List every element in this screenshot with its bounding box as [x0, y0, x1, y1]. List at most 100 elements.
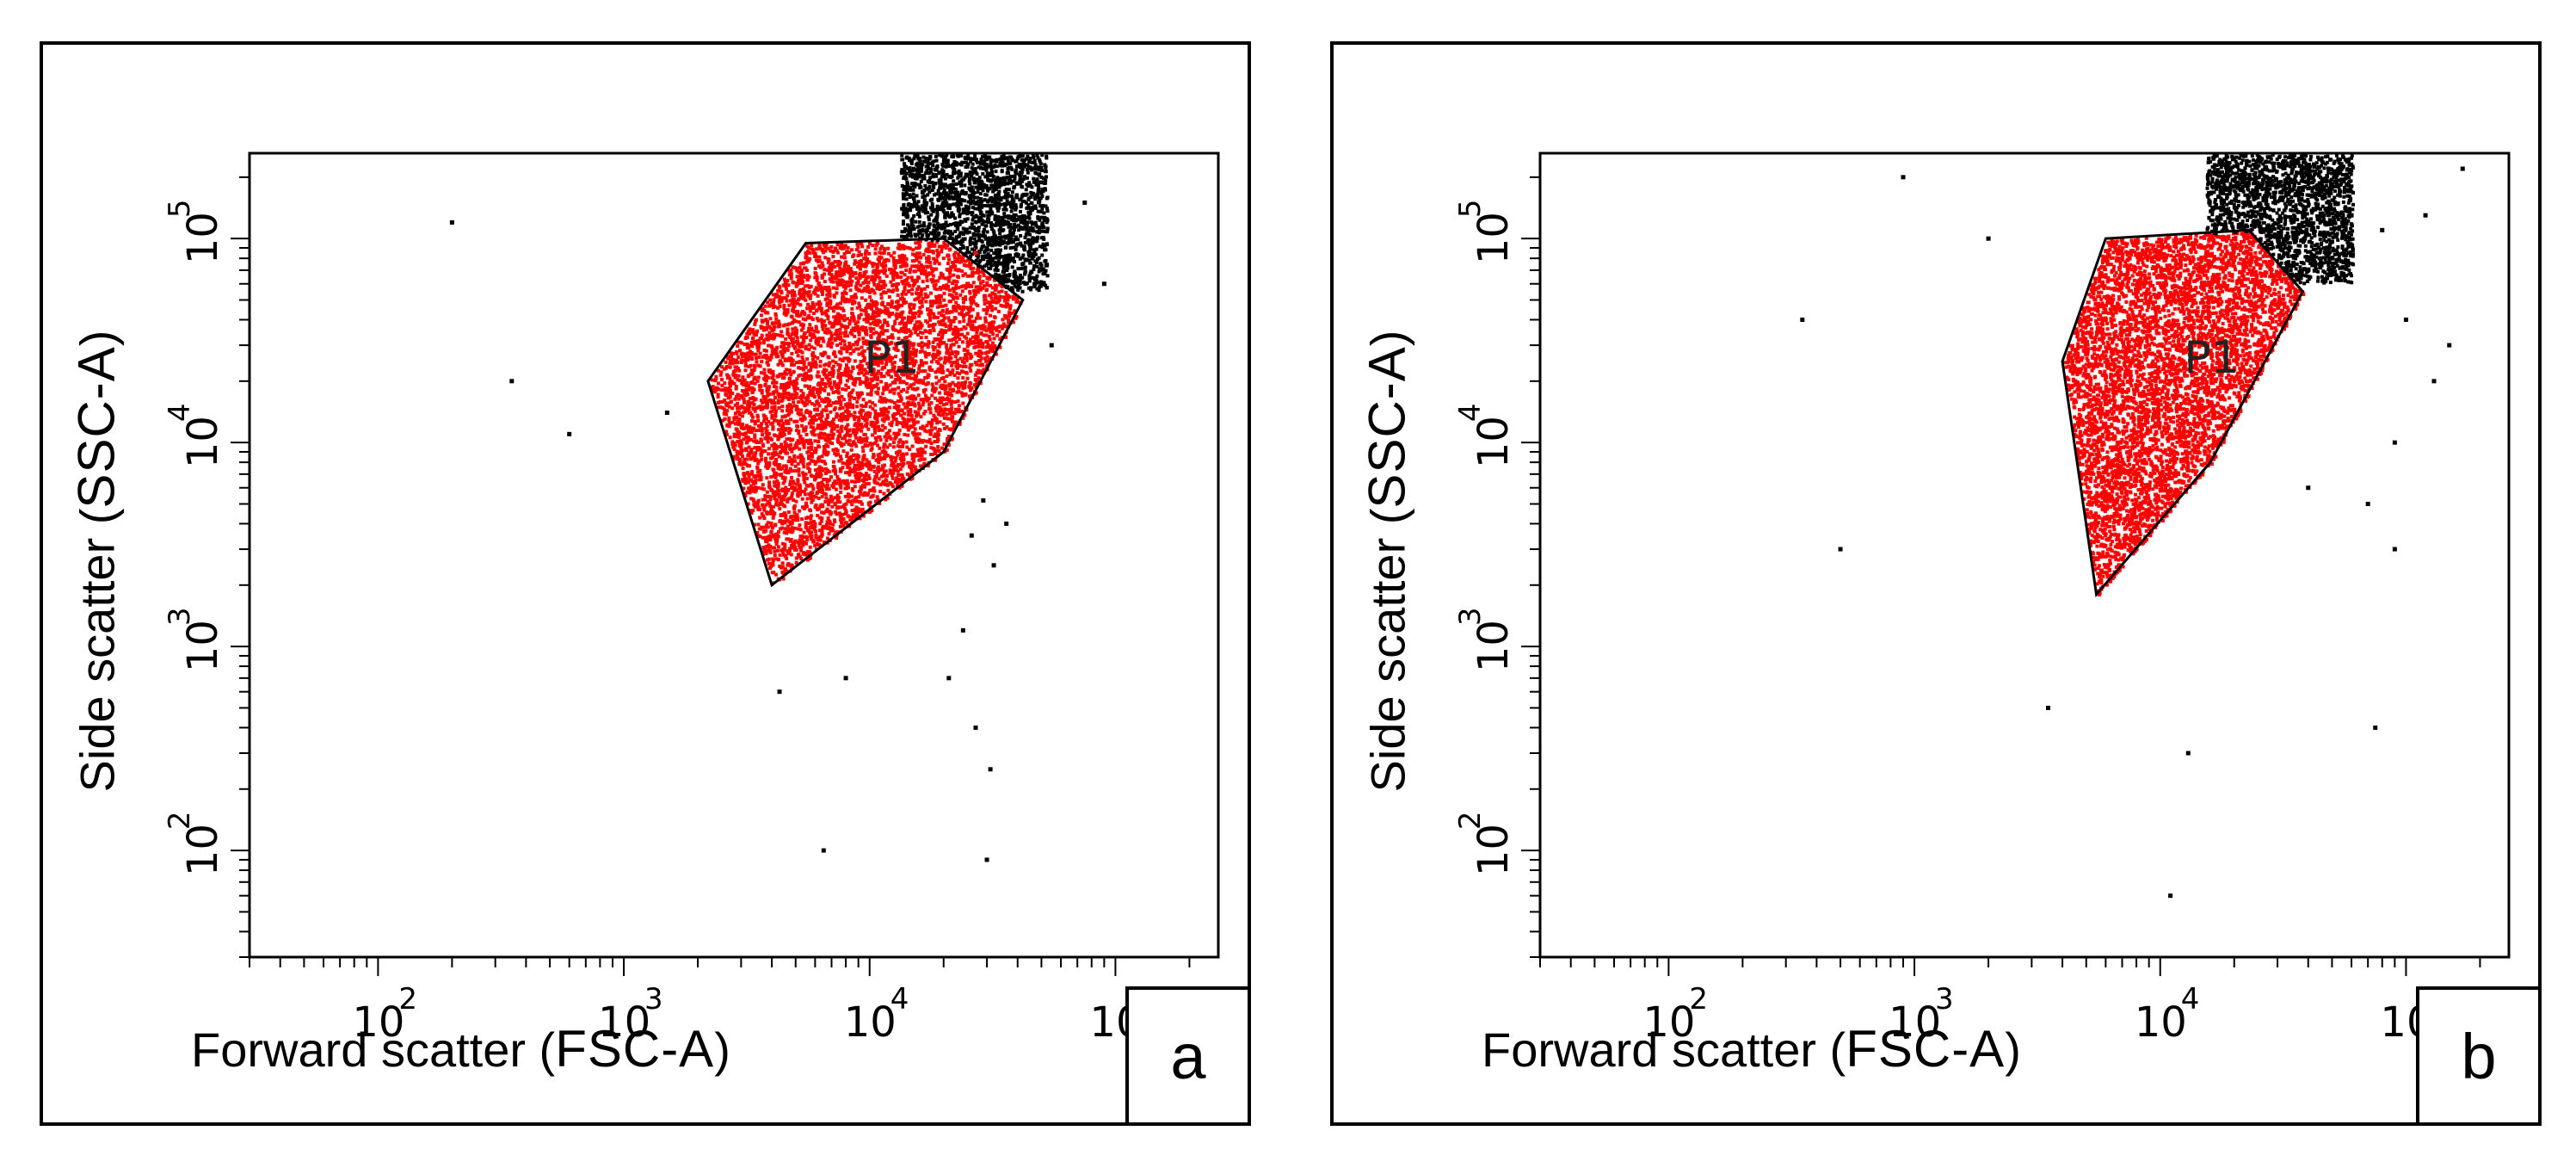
gated-event	[779, 445, 783, 449]
gated-event	[776, 486, 780, 491]
gated-event	[884, 291, 888, 295]
gated-event	[816, 426, 820, 430]
gated-event	[767, 482, 772, 486]
gated-event	[826, 450, 830, 454]
gated-event	[815, 399, 819, 404]
gated-event	[854, 433, 858, 437]
gated-event	[972, 271, 977, 275]
gated-event	[736, 344, 740, 349]
gated-event	[844, 387, 848, 392]
gated-event	[931, 325, 935, 330]
gated-event	[830, 504, 835, 509]
gated-event	[824, 397, 829, 401]
gated-event	[829, 475, 834, 479]
gated-event	[883, 269, 887, 273]
gated-event	[839, 373, 843, 377]
gated-event	[876, 392, 880, 396]
gated-event	[740, 341, 744, 345]
gated-event	[755, 448, 760, 452]
gated-event	[943, 243, 947, 247]
gated-event	[925, 275, 929, 279]
gated-event	[781, 422, 786, 426]
gated-event	[831, 255, 835, 259]
gated-event	[961, 364, 965, 368]
gated-event	[795, 381, 799, 386]
gated-event	[914, 311, 918, 315]
gated-event	[783, 415, 787, 419]
gated-event	[815, 302, 819, 306]
gated-event	[792, 510, 797, 515]
gated-event	[745, 472, 749, 476]
gated-event	[743, 494, 748, 498]
gated-event	[787, 436, 792, 441]
gated-event	[970, 301, 974, 306]
gated-event	[897, 440, 901, 444]
gated-event	[834, 481, 838, 485]
gated-event	[878, 446, 882, 450]
gated-event	[984, 364, 989, 368]
gated-event	[940, 386, 945, 391]
gated-event	[934, 267, 939, 271]
gated-event	[867, 251, 872, 256]
gated-event	[936, 343, 940, 347]
gated-event	[710, 378, 714, 382]
gated-event	[773, 553, 777, 558]
gated-event	[788, 467, 792, 471]
gated-event	[963, 297, 967, 301]
gated-event	[826, 436, 830, 441]
gated-event	[854, 340, 858, 344]
gated-event	[791, 545, 795, 549]
gated-event	[884, 257, 889, 262]
gated-event	[810, 244, 814, 248]
gated-event	[761, 325, 766, 330]
gated-event	[953, 264, 958, 269]
gated-event	[946, 408, 951, 412]
gated-event	[863, 491, 867, 495]
gated-event	[940, 341, 945, 345]
gated-event	[807, 421, 811, 425]
gated-event	[811, 248, 816, 252]
gated-event	[965, 376, 970, 380]
gated-event	[854, 415, 858, 419]
gated-event	[780, 291, 784, 295]
plot-frame	[248, 151, 1220, 959]
gated-event	[993, 287, 997, 292]
gated-event	[913, 253, 917, 257]
gated-event	[854, 514, 859, 518]
gated-event	[718, 373, 723, 377]
gated-event	[964, 358, 969, 362]
gated-event	[910, 278, 915, 282]
gated-event	[794, 488, 798, 492]
gated-event	[898, 444, 903, 448]
gated-event	[932, 256, 936, 261]
gated-event	[872, 320, 876, 324]
gated-event	[755, 467, 760, 471]
gated-event	[773, 463, 778, 467]
gated-event	[937, 262, 941, 266]
gated-event	[915, 320, 919, 324]
gated-event	[941, 284, 946, 288]
gated-event	[937, 320, 941, 324]
gated-event	[979, 326, 983, 331]
gated-event	[736, 355, 741, 360]
gated-event	[977, 344, 982, 349]
gated-event	[798, 492, 803, 497]
gated-event	[778, 286, 782, 290]
gated-event	[868, 355, 872, 360]
gated-event	[870, 379, 874, 383]
gated-event	[743, 481, 748, 485]
gated-event	[804, 298, 808, 302]
gated-event	[766, 393, 770, 398]
gated-event	[929, 360, 934, 364]
gated-event	[810, 328, 814, 332]
gated-event	[952, 289, 956, 294]
gated-event	[878, 490, 883, 494]
gated-event	[780, 442, 784, 447]
gated-event	[855, 400, 860, 405]
gated-event	[850, 316, 854, 320]
gated-event	[932, 356, 936, 361]
gated-event	[847, 495, 851, 499]
gated-event	[889, 305, 893, 309]
gated-event	[887, 314, 891, 318]
gated-event	[945, 412, 949, 417]
